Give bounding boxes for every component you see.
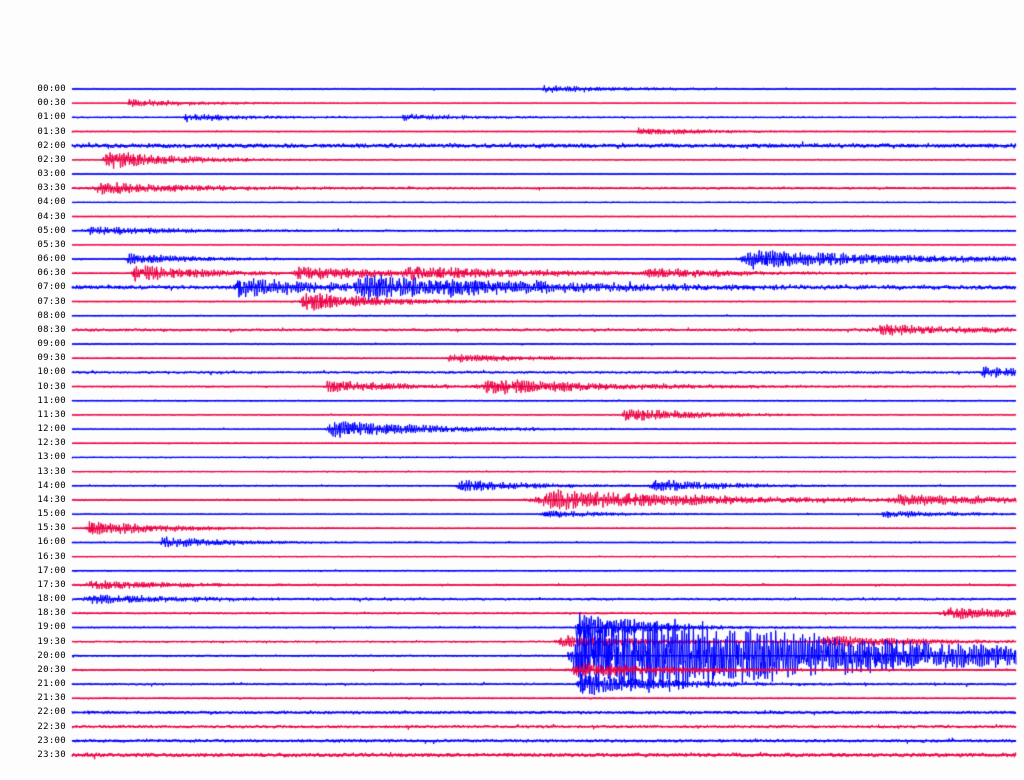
time-tick-0130: 01:30 [37, 126, 66, 137]
time-tick-2300: 23:00 [37, 735, 66, 746]
time-tick-1130: 11:30 [37, 409, 66, 420]
time-tick-2030: 20:30 [37, 664, 66, 675]
time-tick-1000: 10:00 [37, 367, 66, 378]
time-tick-1300: 13:00 [37, 452, 66, 463]
time-tick-0830: 08:30 [37, 324, 66, 335]
time-tick-0530: 05:30 [37, 239, 66, 250]
time-tick-1730: 17:30 [37, 579, 66, 590]
time-tick-1330: 13:30 [37, 466, 66, 477]
time-tick-1900: 19:00 [37, 622, 66, 633]
time-tick-2000: 20:00 [37, 650, 66, 661]
time-tick-0700: 07:00 [37, 282, 66, 293]
time-tick-2200: 22:00 [37, 707, 66, 718]
time-tick-1200: 12:00 [37, 424, 66, 435]
time-tick-2330: 23:30 [37, 749, 66, 760]
time-tick-0630: 06:30 [37, 268, 66, 279]
time-tick-0930: 09:30 [37, 353, 66, 364]
time-tick-1800: 18:00 [37, 594, 66, 605]
time-tick-1230: 12:30 [37, 438, 66, 449]
time-tick-0500: 05:00 [37, 225, 66, 236]
time-tick-1430: 14:30 [37, 494, 66, 505]
time-tick-1400: 14:00 [37, 480, 66, 491]
time-tick-0300: 03:00 [37, 169, 66, 180]
time-tick-0200: 02:00 [37, 140, 66, 151]
time-tick-1700: 17:00 [37, 565, 66, 576]
time-tick-0030: 00:30 [37, 98, 66, 109]
time-tick-0900: 09:00 [37, 339, 66, 350]
time-tick-0000: 00:00 [37, 84, 66, 94]
time-tick-1630: 16:30 [37, 551, 66, 562]
time-tick-0100: 01:00 [37, 112, 66, 123]
time-tick-1100: 11:00 [37, 395, 66, 406]
time-tick-2230: 22:30 [37, 721, 66, 732]
time-tick-0400: 04:00 [37, 197, 66, 208]
time-axis: 00:00 00:30 01:00 01:30 02:00 02:30 03:00 03:30… [0, 0, 70, 780]
time-tick-0730: 07:30 [37, 296, 66, 307]
time-tick-0800: 08:00 [37, 310, 66, 321]
time-tick-1530: 15:30 [37, 523, 66, 534]
time-tick-0430: 04:30 [37, 211, 66, 222]
time-tick-0230: 02:30 [37, 154, 66, 165]
time-tick-1030: 10:30 [37, 381, 66, 392]
time-tick-0600: 06:00 [37, 254, 66, 265]
time-tick-0330: 03:30 [37, 183, 66, 194]
time-tick-1930: 19:30 [37, 636, 66, 647]
time-tick-2130: 21:30 [37, 693, 66, 704]
time-tick-1830: 18:30 [37, 608, 66, 619]
time-tick-1600: 16:00 [37, 537, 66, 548]
time-tick-2100: 21:00 [37, 679, 66, 690]
time-tick-1500: 15:00 [37, 509, 66, 520]
